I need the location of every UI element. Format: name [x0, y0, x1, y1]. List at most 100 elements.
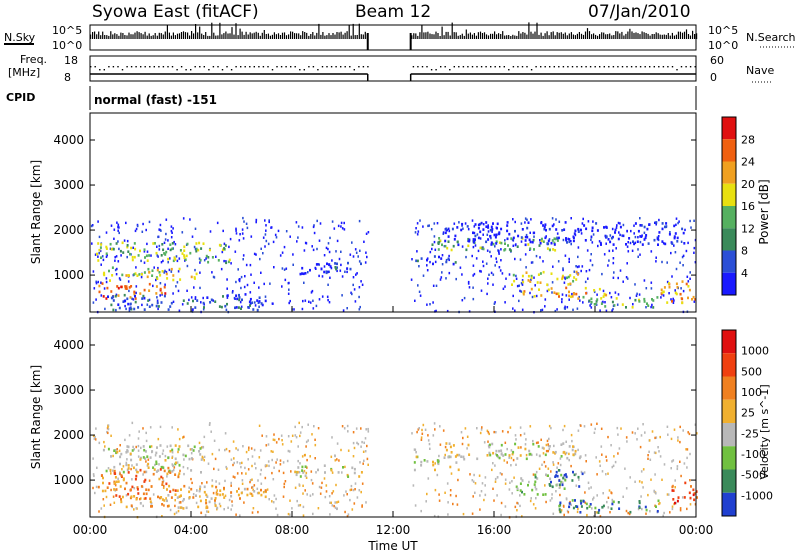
nsky-bar — [249, 32, 251, 39]
data-cell — [639, 224, 642, 227]
noise-cell — [353, 502, 356, 505]
data-cell — [236, 490, 238, 493]
noise-cell — [143, 497, 146, 500]
noise-cell — [687, 280, 690, 283]
power-panel-frame — [89, 112, 697, 313]
noise-cell — [177, 450, 179, 454]
nsky-bar — [243, 34, 245, 39]
noise-cell — [230, 481, 232, 485]
noise-cell — [177, 474, 180, 477]
nave-point — [540, 66, 542, 68]
noise-cell — [489, 250, 491, 254]
data-cell — [574, 452, 577, 456]
noise-cell — [491, 230, 493, 233]
data-cell — [161, 503, 164, 506]
data-cell — [571, 499, 574, 502]
data-cell — [493, 233, 496, 237]
noise-cell — [453, 222, 456, 225]
noise-cell — [426, 269, 429, 272]
nsky-bar — [263, 30, 265, 39]
data-cell — [183, 254, 186, 257]
noise-cell — [218, 448, 220, 452]
noise-cell — [166, 445, 169, 448]
noise-cell — [509, 426, 512, 429]
noise-cell — [641, 234, 643, 237]
noise-cell — [131, 297, 133, 300]
noise-cell — [427, 434, 429, 437]
y-tick-label: 4000 — [53, 338, 84, 352]
data-cell — [600, 243, 602, 246]
data-cell — [146, 455, 149, 458]
noise-cell — [105, 255, 108, 258]
nsky-bar — [300, 35, 302, 39]
nsky-bar — [308, 35, 310, 39]
noise-cell — [190, 452, 193, 455]
noise-cell — [301, 425, 303, 429]
data-cell — [102, 295, 105, 298]
noise-cell — [419, 219, 421, 222]
noise-cell — [341, 471, 343, 474]
noise-cell — [512, 307, 514, 310]
colorbar-tick-label: 12 — [741, 222, 755, 235]
noise-cell — [675, 217, 678, 220]
noise-cell — [256, 487, 259, 490]
data-cell — [444, 244, 447, 248]
noise-cell — [605, 459, 608, 462]
noise-cell — [561, 298, 563, 301]
noise-cell — [621, 234, 623, 237]
data-cell — [98, 290, 101, 294]
noise-cell — [552, 265, 554, 268]
noise-cell — [467, 282, 470, 285]
data-cell — [602, 504, 605, 508]
noise-cell — [424, 428, 427, 431]
nsky-bar — [455, 32, 457, 39]
data-cell — [295, 473, 298, 477]
noise-cell — [642, 486, 644, 489]
nave-point — [458, 66, 460, 68]
noise-cell — [137, 444, 140, 448]
nsky-bar — [639, 34, 641, 39]
nave-point — [249, 66, 251, 68]
noise-cell — [493, 430, 495, 434]
data-cell — [117, 286, 120, 290]
data-cell — [568, 290, 570, 294]
noise-cell — [259, 473, 262, 476]
data-cell — [251, 494, 254, 497]
noise-cell — [508, 273, 511, 276]
noise-cell — [235, 232, 238, 235]
nsky-bar — [413, 33, 415, 39]
noise-cell — [131, 464, 133, 467]
data-cell — [657, 499, 660, 503]
noise-cell — [261, 434, 263, 437]
noise-cell — [260, 468, 262, 472]
nsky-bar — [118, 35, 120, 39]
data-cell — [500, 452, 503, 455]
nave-point — [130, 66, 133, 68]
nsky-bar — [164, 31, 166, 39]
data-cell — [328, 263, 331, 266]
noise-cell — [524, 217, 527, 220]
noise-cell — [200, 511, 202, 514]
data-cell — [447, 257, 450, 261]
data-cell — [684, 481, 687, 485]
noise-cell — [599, 515, 602, 518]
data-cell — [205, 501, 208, 505]
data-cell — [188, 496, 191, 499]
noise-cell — [422, 225, 424, 228]
noise-cell — [337, 224, 340, 228]
noise-cell — [544, 465, 547, 468]
noise-cell — [132, 298, 135, 301]
noise-cell — [302, 505, 305, 509]
data-cell — [511, 283, 513, 286]
time-x-ticks: 00:00 04:00 08:00 12:00 16:00 20:00 00:00 — [73, 306, 713, 537]
data-cell — [566, 241, 568, 244]
data-cell — [237, 306, 240, 309]
data-cell — [527, 274, 530, 278]
noise-cell — [146, 250, 149, 253]
noise-cell — [228, 498, 231, 502]
data-cell — [443, 456, 446, 459]
noise-cell — [467, 280, 470, 284]
noise-cell — [473, 231, 476, 235]
noise-cell — [584, 501, 587, 504]
